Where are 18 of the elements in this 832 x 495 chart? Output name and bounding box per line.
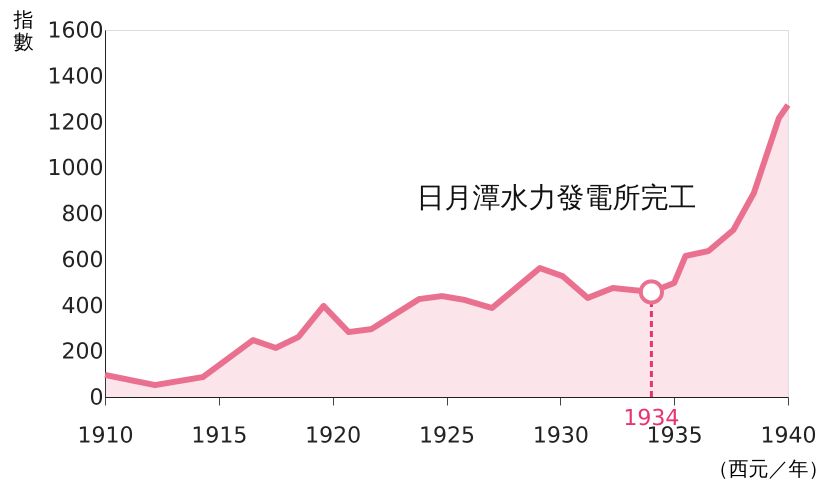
y-tick-label: 200 bbox=[62, 340, 104, 365]
y-tick-label: 0 bbox=[90, 386, 104, 410]
y-tick-label: 800 bbox=[62, 202, 104, 227]
y-tick-label: 600 bbox=[62, 248, 104, 273]
y-axis-title: 指數 bbox=[12, 8, 34, 54]
x-tick-label: 1925 bbox=[419, 424, 475, 448]
y-tick-label: 1000 bbox=[48, 156, 104, 182]
x-tick-label: 1940 bbox=[760, 424, 816, 448]
y-tick-label: 400 bbox=[62, 294, 104, 319]
x-tick-label: 1920 bbox=[305, 424, 362, 448]
x-tick-label: 1915 bbox=[191, 424, 248, 448]
x-tick-label: 1930 bbox=[532, 424, 589, 448]
y-tick-label: 1400 bbox=[48, 64, 104, 90]
x-tick-label: 1910 bbox=[78, 424, 134, 448]
y-tick-label: 1600 bbox=[48, 18, 104, 44]
x-axis-title: （西元／年） bbox=[708, 456, 828, 480]
annotation: 日月潭水力發電所完工 bbox=[416, 180, 696, 214]
y-tick-label: 1200 bbox=[48, 110, 104, 136]
